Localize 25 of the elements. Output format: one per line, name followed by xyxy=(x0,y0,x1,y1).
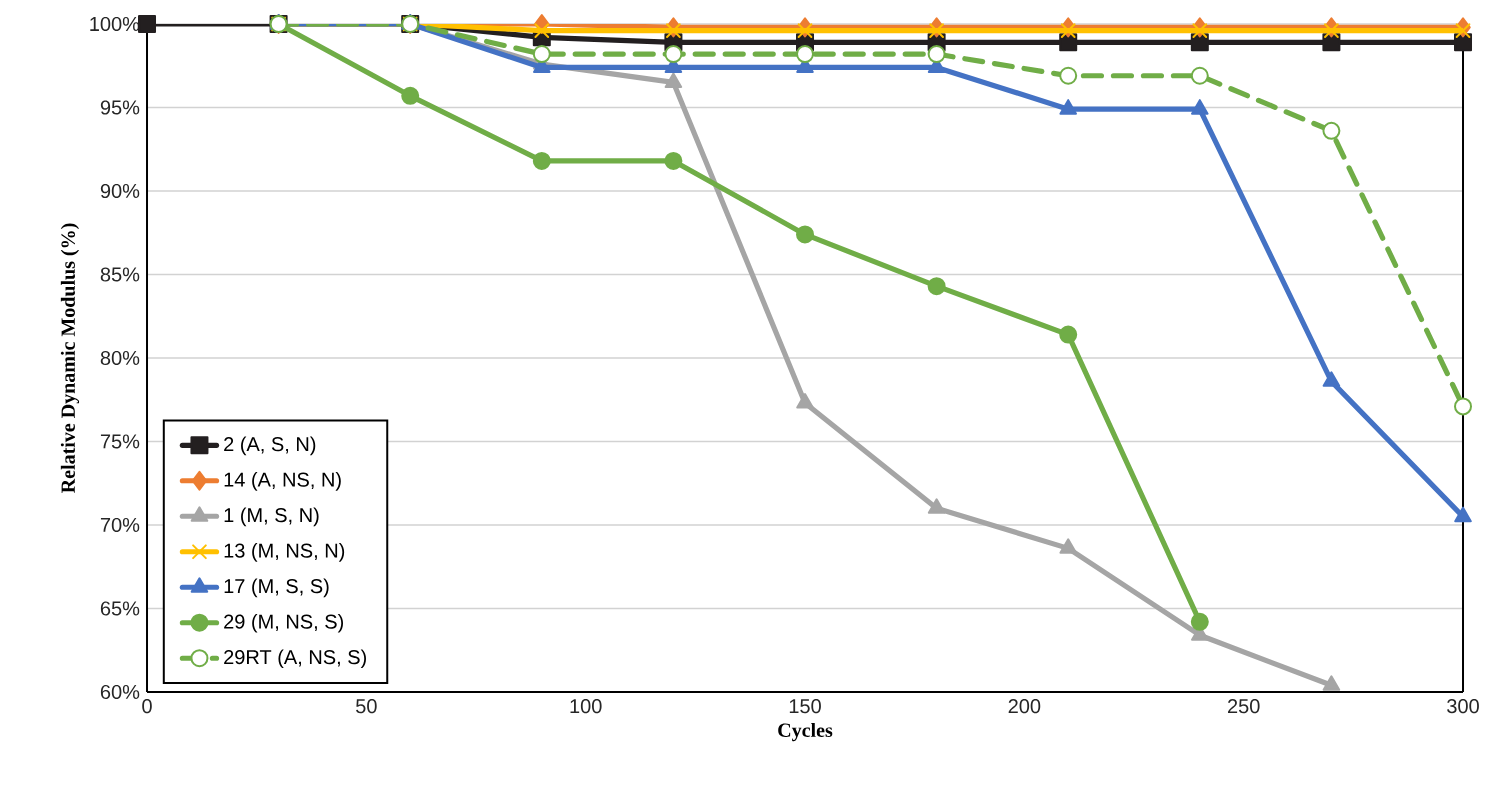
x-tick-label: 150 xyxy=(789,699,821,714)
legend-label: 17 (M, S, S) xyxy=(224,578,329,598)
x-tick-label: 100 xyxy=(570,699,602,714)
x-tick-label: 200 xyxy=(1008,699,1041,714)
legend-label: 14 (A, NS, N) xyxy=(224,472,341,491)
y-tick-label: 65% xyxy=(100,601,140,616)
x-axis-title: Cycles xyxy=(778,722,833,742)
y-tick-label: 85% xyxy=(100,267,140,282)
y-axis-title: Relative Dynamic Modulus (%) xyxy=(60,223,80,493)
y-tick-label: 90% xyxy=(100,183,140,199)
x-tick-label: 0 xyxy=(142,699,152,714)
x-tick-label: 50 xyxy=(356,699,377,714)
legend-label: 29RT (A, NS, S) xyxy=(224,649,366,669)
y-tick-label: 70% xyxy=(100,517,140,533)
y-tick-label: 100% xyxy=(90,16,140,32)
y-tick-label: 75% xyxy=(100,434,140,449)
legend-label: 2 (A, S, N) xyxy=(224,436,316,456)
legend-label: 29 (M, NS, S) xyxy=(224,613,344,633)
y-tick-label: 80% xyxy=(100,350,140,366)
legend-label: 13 (M, NS, N) xyxy=(224,543,345,562)
y-tick-label: 95% xyxy=(100,100,140,115)
x-tick-label: 250 xyxy=(1228,699,1260,714)
x-tick-label: 300 xyxy=(1447,699,1479,714)
legend-label: 1 (M, S, N) xyxy=(224,507,319,527)
y-tick-label: 60% xyxy=(100,684,140,700)
